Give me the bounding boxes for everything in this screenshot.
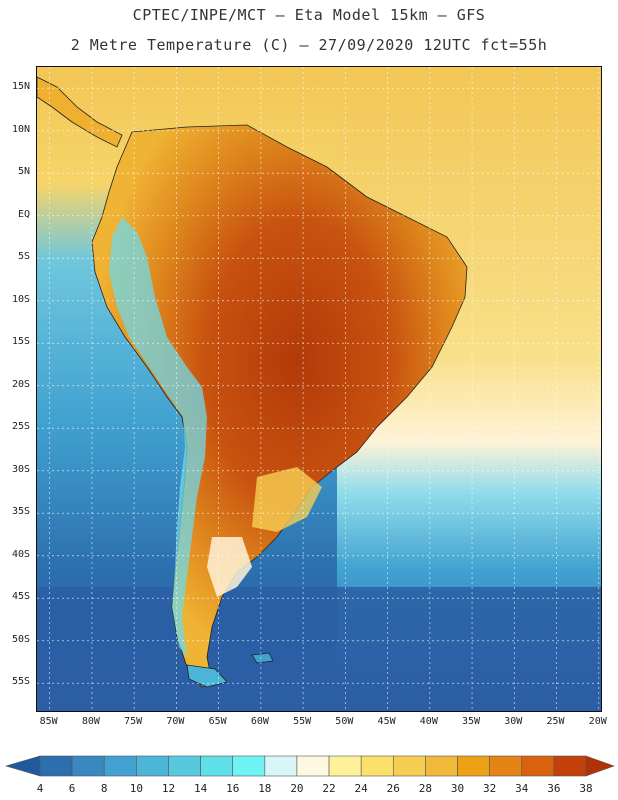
colorbar-level-label: 20 (290, 782, 304, 795)
colorbar-level-label: 12 (161, 782, 176, 795)
colorbar-level-label: 32 (483, 782, 497, 795)
colorbar-cell (200, 755, 234, 777)
latitude-label: EQ (17, 208, 30, 220)
temperature-map (37, 67, 601, 711)
colorbar-level-label: 6 (68, 782, 76, 795)
tierra-del-fuego (186, 664, 228, 688)
graticule (37, 67, 601, 711)
latitude-label: 50S (11, 633, 30, 645)
latitude-label: 40S (11, 548, 30, 560)
longitude-label: 40W (419, 716, 438, 727)
longitude-label: 20W (588, 716, 607, 727)
latitude-label: 45S (11, 591, 30, 603)
colorbar-level-label: 10 (129, 782, 143, 795)
colorbar-cell (264, 755, 298, 777)
latitude-label: 5N (17, 166, 30, 178)
colorbar-level-label: 38 (579, 782, 593, 795)
longitude-label: 65W (208, 716, 227, 727)
southern-ocean-field (37, 587, 601, 711)
latitude-label: 15N (11, 81, 30, 93)
colorbar-level-label: 26 (386, 782, 400, 795)
longitude-label: 60W (250, 716, 269, 727)
longitude-label: 25W (546, 716, 565, 727)
latitude-label: 55S (11, 676, 30, 688)
colorbar-level-label: 8 (100, 782, 108, 795)
colorbar-cell (232, 755, 266, 777)
latitude-label: 10S (11, 293, 30, 305)
colorbar-level-label: 24 (354, 782, 368, 795)
southern-cone-mild (252, 467, 322, 532)
colorbar-level-label: 14 (193, 782, 208, 795)
central-america (37, 76, 123, 148)
colorbar-cell (328, 755, 362, 777)
colorbar-cell (136, 755, 169, 777)
colorbar-level-label: 22 (322, 782, 336, 795)
colorbar-cell (39, 755, 73, 777)
colorbar-cell (360, 755, 394, 777)
map-subtitle: 2 Metre Temperature (C) – 27/09/2020 12U… (70, 36, 548, 54)
longitude-label: 30W (504, 716, 523, 727)
longitude-label: 70W (166, 716, 185, 727)
colorbar-level-label: 36 (547, 782, 561, 795)
latitude-label: 30S (11, 463, 30, 475)
latitude-label: 5S (17, 251, 30, 263)
map-title: CPTEC/INPE/MCT – Eta Model 15km – GFS (132, 6, 486, 24)
patagonia-cool-area (207, 537, 252, 597)
longitude-label: 45W (377, 716, 396, 727)
longitude-label: 85W (39, 716, 58, 727)
colorbar-level-label: 4 (36, 782, 44, 795)
colorbar-level-label: 18 (258, 782, 272, 795)
colorbar-cell (392, 755, 426, 777)
latitude-label: 15S (11, 336, 30, 348)
longitude-label: 35W (462, 716, 481, 727)
colorbar-cell (425, 755, 458, 777)
colorbar-cell (521, 755, 555, 777)
latitude-label: 10N (11, 123, 30, 135)
longitude-label: 75W (124, 716, 143, 727)
colorbar-level-label: 34 (515, 782, 529, 795)
falkland-islands (251, 652, 274, 664)
map-panel (36, 66, 602, 712)
colorbar-cell (296, 755, 330, 777)
colorbar-level-label: 30 (450, 782, 465, 795)
latitude-label: 20S (11, 378, 30, 390)
latitude-label: 35S (11, 506, 30, 518)
colorbar-level-label: 16 (226, 782, 240, 795)
colorbar-cell (103, 755, 137, 777)
latitude-label: 25S (11, 421, 30, 433)
longitude-label: 80W (81, 716, 100, 727)
colorbar-cell (489, 755, 523, 777)
colorbar-arrow-low (4, 755, 41, 777)
colorbar-cell (457, 755, 490, 777)
colorbar-cell (71, 755, 105, 777)
andes-cool-band (109, 217, 207, 657)
colorbar-cell (168, 755, 201, 777)
longitude-label: 50W (335, 716, 354, 727)
colorbar-cell (553, 755, 587, 777)
colorbar-arrow-high (585, 755, 615, 777)
colorbar-level-label: 28 (418, 782, 433, 795)
longitude-label: 55W (293, 716, 312, 727)
colorbar (4, 755, 615, 777)
